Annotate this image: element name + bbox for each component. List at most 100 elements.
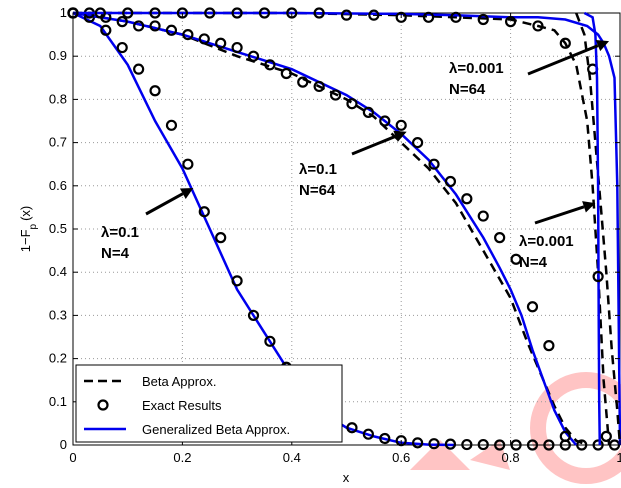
exact-point [412, 137, 424, 149]
legend-label: Generalized Beta Approx. [142, 422, 290, 437]
exact-point [510, 253, 522, 265]
exact-point [313, 7, 325, 19]
x-axis-label: x [343, 470, 350, 485]
exact-point [510, 439, 522, 451]
watermark-logo [410, 372, 621, 484]
y-tick-label: 0.4 [49, 264, 67, 279]
annotation-line2: N=4 [519, 254, 548, 271]
exact-point [215, 232, 227, 244]
exact-point [362, 106, 374, 118]
exact-point [379, 432, 391, 445]
exact-point [543, 340, 555, 352]
x-tick-label: 1 [616, 450, 621, 465]
exact-point [395, 119, 407, 131]
exact-point [280, 67, 292, 80]
legend-label: Exact Results [142, 398, 222, 413]
exact-point [494, 232, 506, 244]
exact-point [165, 24, 178, 36]
exact-point [368, 9, 380, 21]
exact-point [592, 270, 604, 283]
annotation-0: λ=0.001 N=64 [449, 40, 610, 98]
generalized_beta-line [72, 11, 456, 447]
exact-point [116, 41, 128, 54]
exact-point [428, 438, 440, 450]
series-exact-4 [67, 7, 571, 442]
exact-point [477, 438, 489, 451]
exact-point [428, 158, 440, 170]
exact-point [477, 13, 489, 26]
exact-point [395, 11, 407, 23]
annotation-line1: λ=0.001 [449, 60, 504, 77]
exact-point [182, 158, 194, 170]
annotation-arrow-head [393, 130, 407, 142]
exact-point [461, 193, 473, 205]
axis-ticks: 0 0.2 0.4 0.6 0.8 1 0 0.1 0.2 0.3 0.4 0.5 0.6 0.7 0.8 0… [49, 5, 621, 465]
series-exact-7 [67, 7, 599, 75]
generalized_beta-line [583, 11, 602, 446]
exact-point [149, 20, 161, 32]
exact-point [182, 28, 194, 41]
exact-point [258, 7, 271, 19]
annotation-arrow-shaft [145, 192, 184, 216]
exact-point [297, 76, 309, 88]
x-tick-label: 0.2 [173, 450, 191, 465]
annotation-arrow-shaft [351, 134, 397, 156]
exact-point [264, 59, 276, 71]
exact-point [122, 7, 134, 19]
y-axis-label-sub: p [28, 223, 39, 229]
x-tick-label: 0 [69, 450, 76, 465]
y-tick-label: 0.2 [49, 351, 67, 366]
exact-point [100, 24, 112, 36]
annotation-3: λ=0.001 N=4 [519, 201, 596, 271]
legend-item-dashed: Beta Approx. [84, 374, 216, 389]
exact-point [532, 20, 544, 32]
exact-point [346, 422, 358, 434]
exact-point [149, 7, 161, 19]
y-tick-label: 0.5 [49, 221, 67, 236]
annotation-line2: N=4 [101, 245, 130, 262]
legend-item-circle: Exact Results [97, 398, 222, 413]
exact-point [247, 50, 260, 62]
series-exact-10 [592, 270, 612, 442]
y-tick-label: 1 [60, 5, 67, 20]
legend-label: Beta Approx. [142, 374, 216, 389]
exact-point [346, 98, 358, 110]
exact-point [559, 37, 571, 49]
exact-point [526, 301, 539, 313]
exact-point [576, 439, 588, 451]
exact-point [149, 85, 161, 97]
exact-point [395, 435, 407, 447]
exact-point [247, 309, 260, 321]
exact-point [379, 115, 391, 127]
annotation-1: λ=0.1 N=64 [299, 130, 407, 199]
annotation-arrow-shaft [534, 205, 585, 225]
y-tick-label: 0.9 [49, 48, 67, 63]
exact-point [329, 89, 342, 101]
exact-point [231, 275, 243, 287]
exact-point [600, 430, 612, 442]
series-generalized_beta-9 [583, 11, 602, 446]
exact-point [313, 80, 325, 93]
exact-point [340, 9, 353, 21]
exact-point [133, 63, 145, 75]
legend: Beta Approx. Exact Results Generalized Bet… [75, 364, 343, 443]
series-generalized_beta-6 [73, 11, 621, 446]
exact-point [526, 439, 539, 451]
exact-point [133, 20, 145, 32]
y-tick-label: 0.7 [49, 135, 67, 150]
legend-item-solid: Generalized Beta Approx. [84, 422, 290, 437]
series-layer [67, 7, 621, 451]
exact-point [204, 7, 216, 19]
y-tick-label: 0.1 [49, 394, 67, 409]
exact-point [231, 41, 243, 54]
exact-point [412, 437, 424, 449]
y-axis-label-main: 1−F [18, 229, 33, 252]
exact-point [231, 7, 243, 19]
annotation-arrow-shaft [527, 44, 599, 76]
exact-point [116, 16, 128, 28]
annotation-arrow-head [582, 201, 596, 213]
exact-point [444, 175, 457, 188]
exact-point [422, 11, 435, 23]
legend-marker [97, 399, 109, 411]
